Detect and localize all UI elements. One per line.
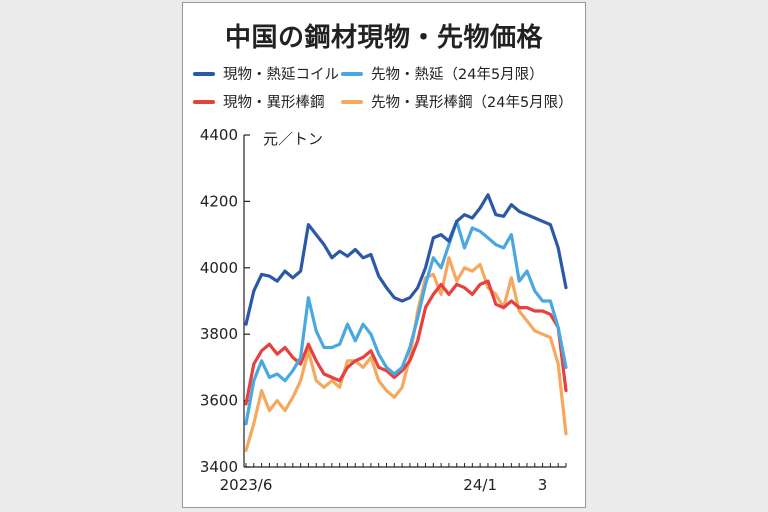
x-tick-label: 3: [538, 476, 548, 494]
legend-swatch-rebar-futures: [341, 99, 363, 104]
y-tick-label: 4200: [200, 192, 238, 210]
chart-title: 中国の鋼材現物・先物価格: [224, 23, 543, 53]
legend-swatch-hot-coil-futures: [341, 71, 363, 76]
y-axis-label: 元／トン: [263, 130, 324, 148]
chart-panel: 中国の鋼材現物・先物価格 現物・熱延コイル 先物・熱延（24年5月限） 現物・異…: [182, 2, 586, 508]
series-line-0: [244, 193, 568, 326]
x-tick-label: 24/1: [463, 476, 497, 494]
legend-label-rebar-futures: 先物・異形棒鋼（24年5月限）: [371, 95, 573, 111]
legend-item-rebar-spot: 現物・異形棒鋼: [193, 91, 325, 112]
legend-label-rebar-spot: 現物・異形棒鋼: [223, 95, 325, 111]
x-tick-label: 2023/6: [220, 476, 273, 494]
legend-label-hot-coil-spot: 現物・熱延コイル: [223, 67, 339, 83]
legend-item-hot-coil-spot: 現物・熱延コイル: [193, 63, 339, 84]
y-tick-label: 4400: [200, 126, 238, 144]
y-tick-label: 3800: [200, 325, 238, 343]
y-tick-label: 3400: [200, 458, 238, 476]
series-line-3: [244, 256, 568, 452]
series-line-2: [244, 279, 568, 406]
legend-swatch-hot-coil-spot: [193, 71, 215, 76]
legend-item-rebar-futures: 先物・異形棒鋼（24年5月限）: [341, 91, 573, 112]
legend-item-hot-coil-futures: 先物・熱延（24年5月限）: [341, 63, 544, 84]
series-line-1: [244, 219, 568, 426]
legend-label-hot-coil-futures: 先物・熱延（24年5月限）: [371, 67, 544, 83]
y-tick-label: 3600: [200, 392, 238, 410]
legend-swatch-rebar-spot: [193, 99, 215, 104]
y-tick-label: 4000: [200, 259, 238, 277]
